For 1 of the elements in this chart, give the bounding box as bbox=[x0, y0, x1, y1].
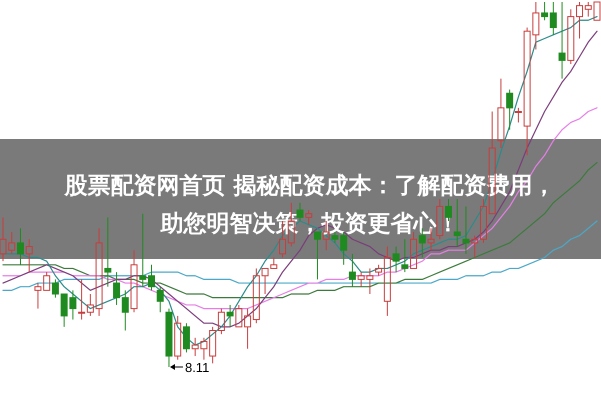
annotation: 8.11 bbox=[184, 360, 210, 375]
